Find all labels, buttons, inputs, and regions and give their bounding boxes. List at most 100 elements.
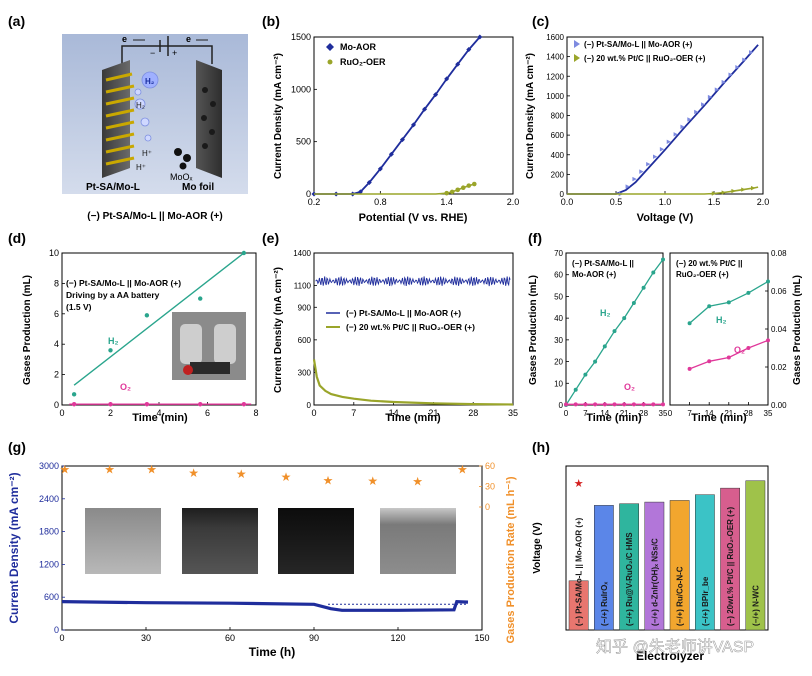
bar-category-label: (−/+) d-ZnIr(OH)ₓ NSs/C xyxy=(650,538,659,626)
x-tick-label: 7 xyxy=(583,409,588,418)
h2-point xyxy=(71,392,77,397)
series-pt-sa-point xyxy=(659,147,665,152)
x-tick-label: 6 xyxy=(205,408,210,418)
y-tick-label: 70 xyxy=(554,249,563,258)
annotation-line: Driving by a AA battery xyxy=(66,290,160,300)
panel-label: (g) xyxy=(8,439,26,455)
bar xyxy=(644,501,665,631)
minus-sign: − xyxy=(150,48,155,58)
x-axis-title: Time (min) xyxy=(132,412,188,424)
bar-category-label: (−) Pt-SA/Mo-L || Mo-AOR (+) xyxy=(575,517,584,626)
h2-point xyxy=(622,316,627,321)
y-axis-title: Gases Production (mL) xyxy=(528,275,539,385)
y-tick-label: 600 xyxy=(298,336,312,345)
series-pt-sa-point xyxy=(632,176,637,182)
x-tick-label: 0 xyxy=(59,408,64,418)
y-tick-label: 1000 xyxy=(546,92,564,101)
highlight-star-icon: ★ xyxy=(574,478,584,490)
y-axis-title: Current Density (mA cm⁻²) xyxy=(525,53,536,179)
o2-point xyxy=(241,402,247,407)
gas-rate-star: ★ xyxy=(146,462,157,476)
h2-bubble-text: H₂ xyxy=(145,77,155,86)
o2-point xyxy=(707,359,712,364)
plot-frame xyxy=(565,465,769,631)
x-tick-label: 28 xyxy=(468,408,478,418)
annotation-line: (−) 20 wt.% Pt/C || xyxy=(676,259,743,268)
o2-label: O₂ xyxy=(120,382,131,392)
series-ptc-point xyxy=(731,188,736,194)
x-tick-label: 35 xyxy=(764,409,773,418)
y-tick-label: 0 xyxy=(306,189,311,199)
o2-point xyxy=(144,402,150,407)
y-tick-label: 300 xyxy=(298,368,312,377)
h2-point xyxy=(144,313,150,318)
y-tick-label: 0.00 xyxy=(771,401,787,410)
panel-label: (c) xyxy=(532,13,549,29)
h2-label: H₂ xyxy=(108,336,119,346)
panel-a-caption: (−) Pt-SA/Mo-L || Mo-AOR (+) xyxy=(87,211,222,222)
o2-point xyxy=(564,402,568,407)
circuit-wire xyxy=(121,45,213,64)
x-tick-label: 90 xyxy=(309,633,319,643)
right-electrode-label: Mo foil xyxy=(182,182,214,193)
panel-g: (g) 0 30 60 90 120 150 0 600 1200 1800 2400 3000 0 30 6… xyxy=(7,439,517,659)
legend-entry: RuO₂-OER xyxy=(340,57,386,67)
panel-label: (b) xyxy=(262,13,280,29)
h2-point xyxy=(687,321,692,326)
h2-label: H₂ xyxy=(600,308,611,318)
hplus-label: H⁺ xyxy=(142,149,152,158)
x-axis-title: Time (h) xyxy=(249,645,295,659)
gas-rate-star: ★ xyxy=(59,462,70,476)
y-tick-label: 60 xyxy=(554,271,563,280)
moox-label: MoOₓ xyxy=(170,172,193,182)
panel-label: (h) xyxy=(532,439,550,455)
y-tick-label: 3000 xyxy=(39,461,59,471)
gas-rate-star: ★ xyxy=(188,466,199,480)
annotation-line: (−) Pt-SA/Mo-L || Mo-AOR (+) xyxy=(66,278,181,288)
h2-point xyxy=(241,250,247,256)
bar-category-label: (−/+) N-WC xyxy=(751,585,760,626)
y-tick-label: 1600 xyxy=(546,33,564,42)
y-tick-label: 2 xyxy=(54,370,59,380)
o2-point xyxy=(641,402,646,407)
watermark: 知乎 @朱老师讲VASP xyxy=(596,638,754,656)
series-mo-aor-point xyxy=(411,122,416,128)
panel-g-insets xyxy=(85,508,456,574)
x-tick-label: 0 xyxy=(668,409,673,418)
series-mo-aor-point xyxy=(388,151,394,157)
y-tick-label: 10 xyxy=(554,379,563,388)
charts-layer: (b)0.2 0.8 1.4 2.0050010001500Mo-AORRuO₂-OE… xyxy=(7,13,803,663)
moox-particles-icon xyxy=(174,148,191,170)
series-ruo2-point xyxy=(472,181,477,187)
gas-rate-star: ★ xyxy=(412,475,423,489)
h2-label: H₂ xyxy=(716,315,727,325)
legend-entry: (−) Pt-SA/Mo-L || Mo-AOR (+) xyxy=(346,308,461,318)
h2-point xyxy=(108,348,113,353)
y-tick-label: 4 xyxy=(54,339,59,349)
y-tick-label: 600 xyxy=(551,131,565,140)
o2-label: O₂ xyxy=(734,345,745,355)
x-axis-title: Time (min) xyxy=(385,412,441,424)
bar-category-label: (−) 20wt.% Pt/C || RuO₂-OER (+) xyxy=(726,507,735,626)
inset-photo xyxy=(380,508,456,574)
series-mo-aor-point xyxy=(399,137,405,143)
y-tick-label: 0 xyxy=(54,400,59,410)
series-ptc-point xyxy=(721,190,726,195)
y-tick-label: 1400 xyxy=(293,249,311,258)
gas-rate-star: ★ xyxy=(281,470,292,484)
x-tick-label: 21 xyxy=(724,409,733,418)
x-tick-label: 14 xyxy=(600,409,609,418)
o2-point xyxy=(198,402,203,407)
x-tick-label: 60 xyxy=(225,633,235,643)
h2-point xyxy=(707,304,712,309)
current-density-trace xyxy=(61,599,469,612)
annotation-line: Mo-AOR (+) xyxy=(572,270,617,279)
bar xyxy=(720,487,740,631)
series-mo-aor-point xyxy=(466,47,472,53)
series-ptc-line xyxy=(312,359,514,406)
legend-entry: (−) Pt-SA/Mo-L || Mo-AOR (+) xyxy=(584,40,693,49)
series-ruo2-line xyxy=(314,183,475,195)
o2-point xyxy=(108,402,113,407)
plot-frame xyxy=(313,252,514,406)
